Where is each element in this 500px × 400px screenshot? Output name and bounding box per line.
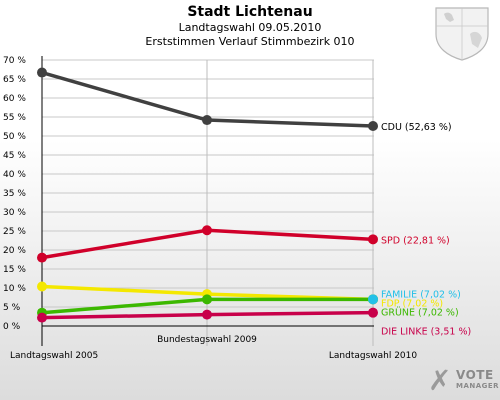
data-points [37,67,378,323]
y-tick-label: 35 % [3,189,26,199]
logo-x-icon: ✗ [428,364,452,397]
chart-header: Stadt Lichtenau Landtagswahl 09.05.2010 … [0,4,500,49]
y-tick-label: 20 % [3,246,26,256]
y-tick-label: 15 % [3,265,26,275]
y-tick-label: 0 % [3,322,21,332]
chart-subtitle-description: Erststimmen Verlauf Stimmbezirk 010 [145,35,355,48]
x-tick-label: Bundestagswahl 2009 [157,335,257,345]
chart-axes [41,56,374,346]
y-tick-label: 40 % [3,170,26,180]
y-tick-label: 65 % [3,75,26,85]
y-tick-label: 55 % [3,113,26,123]
series-label-fdp: FDP (7,02 %) [381,298,443,309]
vote-manager-logo: ✗ VOTE MANAGER [426,364,500,398]
y-tick-label: 45 % [3,151,26,161]
series-label-familie: FAMILIE (7,02 %) [381,289,461,300]
series-label-cdu: CDU (52,63 %) [381,122,452,133]
series-label-spd: SPD (22,81 %) [381,235,450,246]
data-point-cdu [37,67,47,78]
y-tick-label: 50 % [3,132,26,142]
data-point-spd [37,252,47,263]
series-label-die-linke: DIE LINKE (3,51 %) [381,327,471,338]
data-point-spd [368,234,378,245]
data-point-familie [368,294,378,305]
data-point-grüne [202,294,212,305]
y-tick-label: 30 % [3,208,26,218]
coat-of-arms-icon [435,7,489,61]
chart-title: Stadt Lichtenau [187,4,313,20]
data-point-cdu [202,115,212,126]
data-point-die-linke [202,309,212,320]
series-labels: CDU (52,63 %) SPD (22,81 %) FDP (7,02 %)GR… [381,122,471,338]
y-axis-tick-labels: 0 % 5 % 10 % 15 % 20 % 25 % 30 % 35 % 40 % 45 % 50… [3,56,26,332]
y-tick-label: 25 % [3,227,26,237]
y-tick-label: 60 % [3,94,26,104]
x-axis-tick-labels: Landtagswahl 2005 Bundestagswahl 2009 Land… [10,335,417,361]
chart-subtitle-election: Landtagswahl 09.05.2010 [178,21,322,34]
data-point-die-linke [368,307,378,318]
data-point-die-linke [37,312,47,323]
data-point-fdp [37,281,47,292]
y-tick-label: 70 % [3,56,26,66]
series-label-grüne: GRÜNE (7,02 %) [381,307,459,318]
logo-text-manager: MANAGER [456,382,500,390]
x-tick-label: Landtagswahl 2010 [329,351,418,361]
y-tick-label: 10 % [3,284,26,294]
logo-text-vote: VOTE [456,368,494,382]
x-tick-label: Landtagswahl 2005 [10,351,98,361]
y-tick-label: 5 % [3,303,21,313]
data-point-spd [202,225,212,236]
data-point-cdu [368,121,378,132]
